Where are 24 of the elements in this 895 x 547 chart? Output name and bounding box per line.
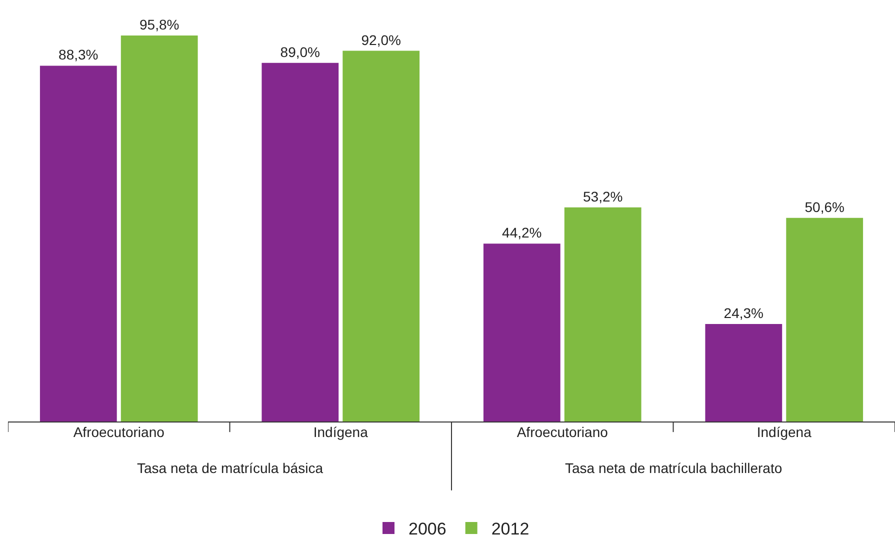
data-label: 53,2% [582, 188, 623, 204]
bar [342, 50, 420, 422]
bar [120, 35, 198, 422]
text: Tasa neta de matrícula básica [137, 460, 324, 476]
legend-label: 2012 [491, 520, 530, 539]
data-label: 24,3% [724, 304, 764, 321]
bar [564, 207, 642, 422]
x-tick-label: Indígena [756, 424, 812, 440]
legend-label: 2006 [408, 520, 446, 539]
data-label: 92,0% [361, 32, 401, 48]
bar [786, 218, 864, 422]
data-label: 44,2% [502, 224, 542, 241]
bar [705, 324, 782, 422]
data-label: 89,0% [280, 44, 320, 60]
text: Tasa neta de matrícula bachillerato [565, 460, 782, 476]
x-tick-label: Indígena [313, 424, 368, 440]
data-label: 50,6% [804, 198, 844, 215]
bar [40, 66, 117, 422]
x-tick-label: Afroecutoriano [516, 424, 608, 440]
data-label: 88,3% [58, 46, 98, 63]
x-tick-label: Afroecutoriano [73, 424, 165, 440]
bar [483, 244, 560, 422]
data-label: 95,8% [139, 16, 180, 32]
bar [262, 62, 339, 422]
